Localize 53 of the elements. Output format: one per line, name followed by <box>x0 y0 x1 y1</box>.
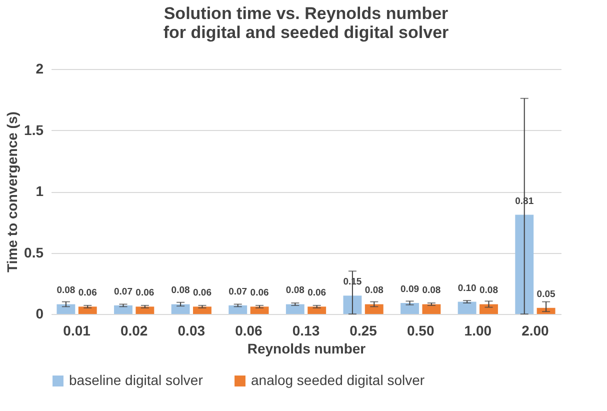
x-tick-label: 0.03 <box>178 322 206 338</box>
data-label: 0.06 <box>250 288 269 299</box>
data-label: 0.06 <box>308 288 326 299</box>
bar <box>422 304 441 314</box>
y-tick-label: 0.5 <box>24 244 44 260</box>
data-label: 0.08 <box>422 285 441 296</box>
bar <box>480 304 498 314</box>
legend-label: analog seeded digital solver <box>251 372 425 388</box>
bar <box>136 306 154 314</box>
chart-title: Solution time vs. Reynolds number for digital and seeded digital solver <box>163 4 450 42</box>
data-label: 0.06 <box>136 288 154 299</box>
legend-label: baseline digital solver <box>69 372 204 388</box>
bar <box>56 304 76 314</box>
bar <box>308 306 326 314</box>
data-label: 0.07 <box>228 286 248 298</box>
bar <box>343 296 362 314</box>
bar <box>536 308 556 314</box>
bar <box>193 306 212 314</box>
bar <box>171 304 190 314</box>
y-tick-label: 1.5 <box>24 122 44 138</box>
data-label: 0.05 <box>536 288 556 300</box>
data-label: 0.07 <box>114 286 132 298</box>
y-axis-title: Time to convergence (s) <box>4 112 20 272</box>
bar <box>286 304 304 314</box>
bar <box>250 306 269 314</box>
y-tick-label: 1 <box>36 183 44 199</box>
bar <box>228 305 248 314</box>
x-tick-label: 1.00 <box>464 322 492 338</box>
y-tick-label: 2 <box>36 60 44 76</box>
bar <box>364 304 384 314</box>
data-label: 0.08 <box>171 285 190 296</box>
x-tick-label: 0.06 <box>235 322 263 338</box>
x-tick-label: 0.13 <box>292 322 320 338</box>
data-label: 0.10 <box>458 282 476 294</box>
x-tick-label: 2.00 <box>522 322 550 338</box>
bar <box>400 302 419 314</box>
data-label: 0.06 <box>78 288 97 299</box>
x-axis-title: Reynolds number <box>247 340 366 356</box>
data-label: 0.08 <box>364 285 384 296</box>
bar <box>515 214 534 314</box>
bar <box>458 302 476 314</box>
x-tick-label: 0.25 <box>350 322 378 338</box>
data-label: 0.08 <box>56 285 76 296</box>
data-label: 0.06 <box>192 288 212 299</box>
x-tick-label: 0.01 <box>63 322 91 338</box>
x-tick-label: 0.02 <box>120 322 148 338</box>
data-label: 0.08 <box>480 285 498 296</box>
bar <box>114 305 132 314</box>
data-label: 0.08 <box>286 285 304 296</box>
bar <box>78 306 97 314</box>
x-tick-label: 0.50 <box>406 322 434 338</box>
y-tick-label: 0 <box>36 306 44 322</box>
data-label: 0.09 <box>400 284 420 295</box>
